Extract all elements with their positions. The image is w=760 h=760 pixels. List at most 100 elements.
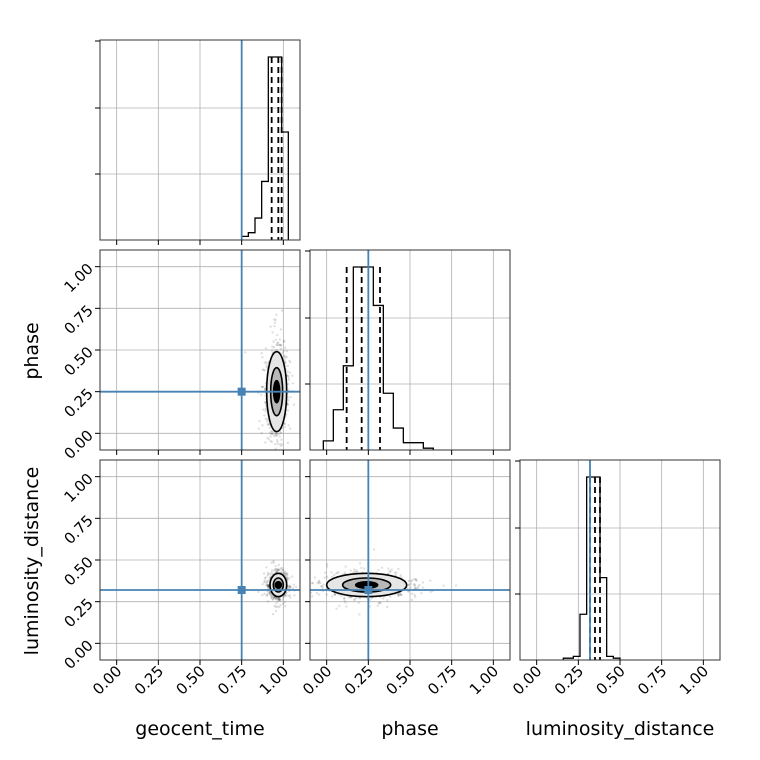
sample-point	[282, 340, 286, 344]
sample-point	[276, 438, 279, 442]
sample-point	[261, 424, 264, 427]
sample-point	[278, 598, 281, 601]
sample-point	[285, 355, 289, 359]
sample-point	[317, 580, 320, 583]
x-tick-label: 0.75	[214, 662, 250, 698]
sample-point	[277, 341, 280, 344]
sample-point	[406, 583, 410, 586]
y-tick-label: 1.00	[60, 260, 96, 296]
sample-point	[279, 344, 282, 347]
sample-point	[274, 605, 278, 609]
sample-point	[370, 596, 373, 600]
sample-point	[421, 586, 425, 589]
sample-point	[363, 567, 366, 570]
sample-point	[286, 573, 289, 576]
sample-point	[285, 576, 289, 580]
sample-point	[376, 604, 379, 608]
sample-point	[393, 571, 397, 574]
sample-point	[285, 591, 288, 595]
sample-point	[274, 338, 277, 342]
sample-point	[286, 374, 289, 378]
sample-point	[287, 424, 290, 427]
sample-point	[407, 579, 411, 583]
sample-point	[262, 408, 265, 411]
sample-point	[270, 430, 274, 434]
sample-point	[286, 441, 290, 445]
sample-point	[266, 592, 269, 596]
sample-point	[282, 339, 286, 342]
sample-point	[288, 427, 292, 430]
sample-point	[284, 573, 287, 576]
sample-point	[288, 585, 291, 589]
x-tick-label: 0.25	[341, 662, 377, 698]
sample-point	[263, 580, 266, 584]
sample-point	[274, 318, 277, 322]
sample-point	[353, 598, 356, 602]
sample-point	[289, 360, 292, 364]
sample-point	[273, 596, 276, 599]
sample-point	[270, 432, 274, 436]
sample-point	[442, 584, 445, 587]
gridlines	[310, 250, 510, 450]
y-tick-label: 0.00	[60, 636, 96, 672]
sample-point	[273, 442, 277, 446]
sample-point	[287, 377, 290, 380]
sample-point	[286, 370, 289, 373]
sample-point	[272, 596, 275, 599]
sample-point	[395, 571, 398, 574]
sample-point	[411, 579, 414, 582]
sample-point	[261, 582, 264, 586]
sample-point	[271, 598, 274, 601]
sample-point	[279, 430, 282, 434]
sample-point	[275, 434, 279, 437]
sample-point	[264, 410, 267, 413]
sample-point	[271, 331, 274, 334]
sample-point	[264, 407, 267, 410]
sample-point	[278, 598, 281, 602]
sample-point	[278, 338, 282, 341]
sample-point	[274, 432, 278, 436]
sample-point	[414, 586, 417, 590]
sample-point	[320, 584, 323, 588]
sample-point	[409, 586, 412, 589]
sample-point	[357, 601, 361, 604]
sample-point	[282, 595, 286, 599]
sample-point	[283, 354, 286, 357]
sample-point	[353, 570, 356, 573]
sample-point	[377, 602, 381, 605]
sample-point	[413, 583, 416, 586]
sample-point	[273, 569, 276, 572]
sample-point	[273, 597, 276, 601]
sample-point	[257, 590, 260, 594]
sample-point	[330, 571, 333, 574]
sample-point	[342, 597, 346, 600]
sample-point	[266, 422, 270, 426]
sample-point	[277, 343, 281, 347]
x-tick-label: 0.50	[172, 662, 208, 698]
sample-point	[267, 585, 270, 588]
y-tick-label: 1.00	[60, 470, 96, 506]
sample-point	[274, 564, 278, 568]
sample-point	[260, 352, 263, 355]
sample-point	[267, 591, 271, 594]
sample-point	[270, 432, 273, 436]
sample-point	[274, 609, 278, 613]
sample-point	[264, 581, 268, 584]
sample-point	[287, 375, 290, 378]
sample-point	[343, 599, 346, 602]
sample-point	[267, 584, 270, 588]
sample-point	[286, 409, 290, 412]
sample-point	[276, 599, 279, 603]
sample-point	[275, 570, 279, 573]
x-tick-label: 0.50	[592, 662, 628, 698]
sample-point	[288, 596, 292, 599]
sample-point	[287, 388, 290, 391]
y-tick-label: 0.75	[60, 301, 96, 337]
sample-point	[277, 563, 280, 567]
x-tick-label: 0.00	[299, 662, 335, 698]
sample-point	[409, 579, 413, 583]
sample-point	[270, 561, 273, 564]
sample-point	[286, 403, 290, 407]
sample-point	[275, 567, 278, 571]
sample-point	[368, 605, 372, 608]
